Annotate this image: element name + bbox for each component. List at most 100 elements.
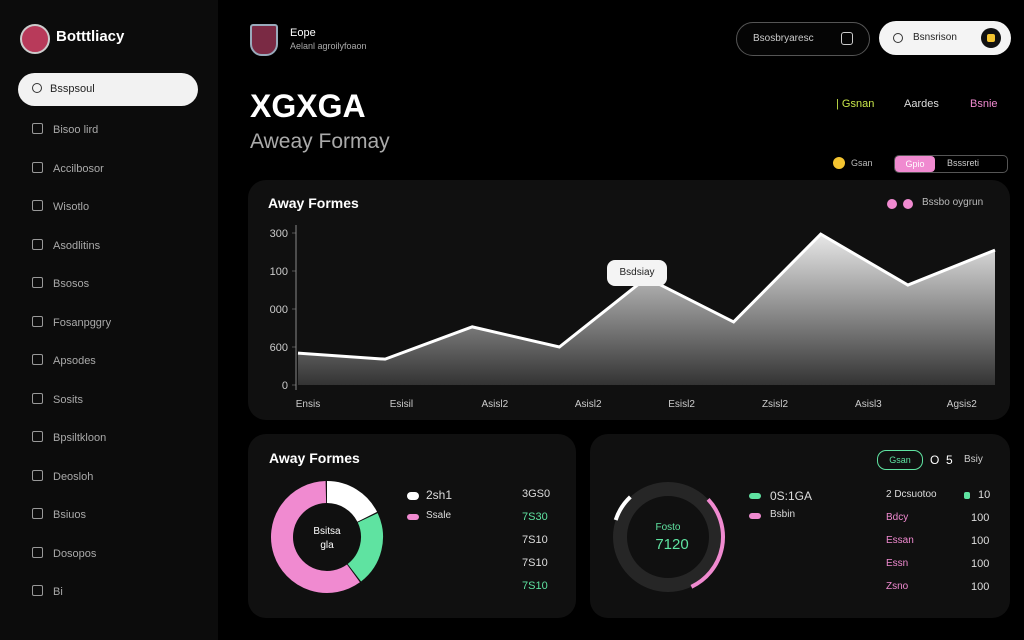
row-value: 100 (971, 512, 990, 524)
gauge-segment (690, 497, 725, 589)
donut-segment (326, 481, 378, 523)
row-label: Essan (886, 535, 914, 546)
nav-item[interactable]: Bisoo lird (32, 123, 98, 136)
row-label: 2 Dcsuotoo (886, 489, 937, 500)
nav-item[interactable]: Fosanpggry (32, 315, 111, 329)
nav-item[interactable]: Asodlitins (32, 238, 100, 252)
brand-logo (20, 24, 50, 54)
status-text: Gsan (851, 158, 873, 168)
header-button[interactable]: Bsnsrison (879, 21, 1011, 55)
nav-item[interactable]: Sosits (32, 392, 83, 406)
value-text: 7S10 (522, 557, 548, 569)
nav-item[interactable]: Accilbosor (32, 161, 104, 175)
nav-item[interactable]: Bsiuos (32, 508, 86, 521)
x-tick-label: Zsisl2 (762, 399, 789, 410)
search-text: Bsspsoul (50, 83, 95, 95)
nav-text: Deosloh (53, 470, 94, 483)
x-tick-label: Asisl3 (855, 399, 882, 410)
status-dot (833, 157, 845, 169)
filter[interactable]: | Gsnan (836, 98, 875, 110)
header-button[interactable]: Bsosbryaresc (736, 22, 870, 56)
legend-text: 0S:1GA (770, 489, 813, 503)
search-icon (32, 83, 42, 93)
legend-text: Ssale (426, 510, 452, 521)
nav-icon (32, 200, 43, 211)
legend-swatch (407, 492, 419, 500)
gauge-value: 7120 (655, 536, 688, 553)
row-value: 100 (971, 581, 990, 593)
tooltip: Bsdsiay (607, 260, 667, 286)
row-label: Zsno (886, 581, 909, 592)
legend-text: Bssbo oygrun (922, 197, 984, 208)
nav-icon (32, 315, 43, 327)
counter: O (930, 453, 940, 467)
y-tick-label: 000 (270, 304, 288, 316)
counter: 5 (946, 453, 953, 467)
value-text: 7S10 (522, 580, 548, 592)
toggle-on[interactable]: Gpio (895, 156, 935, 172)
button-text: Bsnsrison (913, 32, 957, 43)
row-dot (964, 492, 970, 499)
nav-icon (32, 431, 43, 442)
avatar (981, 28, 1001, 48)
pill[interactable]: Gsan (877, 450, 923, 470)
nav-text: Bpsiltkloon (53, 432, 107, 444)
nav-text: Accilbosor (53, 162, 104, 175)
filter[interactable]: Bsnie (970, 98, 998, 110)
row-label: Bdcy (886, 512, 909, 523)
search-icon (893, 33, 903, 43)
card-title: Away Formes (269, 450, 360, 466)
nav-icon (32, 392, 43, 404)
nav-item[interactable]: Bi (32, 585, 63, 598)
nav-item[interactable]: Deosloh (32, 469, 94, 483)
gauge-track (613, 482, 723, 592)
nav-item[interactable]: Bpsiltkloon (32, 431, 106, 444)
y-tick-label: 600 (270, 342, 288, 354)
legend-swatch (749, 493, 761, 499)
x-tick-label: Asisl2 (481, 399, 508, 410)
y-tick-label: 0 (282, 380, 288, 392)
page-title: XGXGA (250, 88, 366, 124)
nav-text: Dosopos (53, 547, 97, 560)
toggle[interactable]: Gpio Bsssreti (894, 155, 1008, 173)
nav-icon (32, 123, 43, 134)
toggle-off[interactable]: Bsssreti (947, 158, 980, 168)
nav-text: Bsiuos (53, 509, 87, 521)
x-tick-label: Esisl2 (668, 399, 695, 410)
nav-text: Bi (53, 586, 63, 598)
brand: Botttliacy (56, 28, 125, 45)
nav-item[interactable]: Dosopos (32, 546, 97, 560)
nav-icon (32, 354, 43, 365)
nav-icon (32, 469, 43, 481)
x-tick-label: Asisl2 (575, 399, 602, 410)
nav-text: Apsodes (53, 355, 96, 367)
x-tick-label: Esisil (390, 399, 413, 410)
nav-item[interactable]: Bsosos (32, 277, 89, 290)
row-value: 100 (971, 535, 990, 547)
x-tick-label: Agsis2 (947, 399, 977, 410)
value-text: 7S10 (522, 534, 548, 546)
nav-item[interactable]: Wisotlo (32, 200, 89, 213)
button-text: Bsosbryaresc (753, 33, 814, 44)
legend-text: Bsbin (770, 509, 796, 520)
row-value: 100 (971, 558, 990, 570)
sidebar: Botttliacy Bsspsoul Bisoo lird Accilbosor… (0, 0, 218, 640)
value-text: 3GS0 (522, 488, 551, 500)
card-title: Away Formes (268, 195, 359, 211)
nav-text: Bsosos (53, 278, 90, 290)
search-box[interactable]: Bsspsoul (18, 73, 198, 106)
nav-text: Sosits (53, 393, 83, 406)
gauge-segment (613, 495, 632, 521)
x-tick-label: Ensis (296, 399, 320, 410)
label: Bsiy (964, 454, 983, 465)
nav-icon (32, 161, 43, 173)
page-subtitle: Aweay Formay (250, 130, 390, 153)
nav-text: Wisotlo (53, 201, 90, 213)
nav-item[interactable]: Apsodes (32, 354, 96, 367)
y-tick-label: 100 (270, 266, 288, 278)
gauge-label: Fosto (655, 522, 680, 533)
filter[interactable]: Aardes (904, 98, 939, 110)
team-crest (250, 24, 278, 56)
